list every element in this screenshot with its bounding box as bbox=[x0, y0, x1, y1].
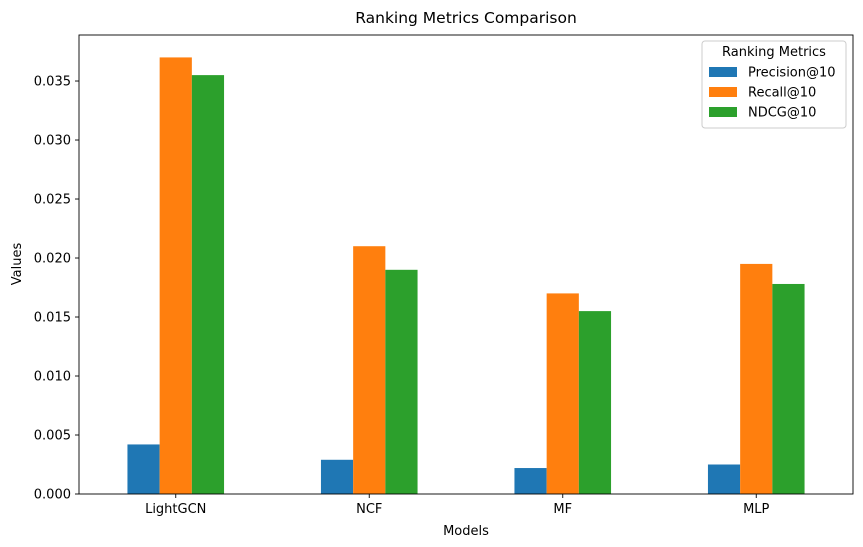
plot-frame bbox=[78, 34, 854, 495]
y-tick-label: 0.035 bbox=[34, 75, 71, 90]
y-tick-label: 0.020 bbox=[34, 252, 71, 267]
y-tick-label: 0.015 bbox=[34, 311, 71, 326]
x-tick-label: MLP bbox=[743, 502, 769, 517]
x-tick-label: MF bbox=[553, 502, 572, 517]
bar-ndcg-10-mlp bbox=[772, 283, 805, 494]
y-tick-label: 0.010 bbox=[34, 370, 71, 385]
x-tick-label: NCF bbox=[356, 502, 382, 517]
chart-title: Ranking Metrics Comparison bbox=[355, 9, 577, 27]
legend-entry: Precision@10 bbox=[748, 66, 836, 81]
bar-ndcg-10-mf bbox=[578, 311, 612, 494]
legend: Ranking Metrics Precision@10 Recall@10 NDC… bbox=[701, 40, 847, 129]
bar-ndcg-10-ncf bbox=[385, 269, 418, 494]
x-axis: LightGCN NCF MF MLP bbox=[145, 494, 770, 517]
legend-entry: NDCG@10 bbox=[748, 106, 816, 121]
legend-box bbox=[701, 40, 847, 129]
x-axis-title: Models bbox=[443, 524, 489, 539]
bars-group bbox=[127, 57, 805, 495]
y-tick-label: 0.005 bbox=[34, 429, 71, 444]
bar-ndcg-10-lightgcn bbox=[191, 75, 225, 494]
y-axis: 0.000 0.005 0.010 0.015 0.020 0.025 0.030 0.035 bbox=[34, 75, 79, 503]
bar-precision-10-lightgcn bbox=[127, 444, 160, 494]
y-tick-label: 0.030 bbox=[34, 134, 71, 149]
bar-precision-10-mf bbox=[514, 468, 547, 494]
bar-precision-10-ncf bbox=[320, 459, 354, 494]
bar-recall-10-mlp bbox=[740, 263, 773, 494]
bar-recall-10-ncf bbox=[353, 246, 386, 494]
legend-swatch bbox=[709, 67, 737, 77]
legend-swatch bbox=[709, 87, 737, 97]
legend-swatch bbox=[709, 107, 737, 117]
bar-recall-10-mf bbox=[546, 293, 579, 494]
bar-precision-10-mlp bbox=[707, 464, 741, 494]
y-axis-title: Values bbox=[10, 243, 25, 286]
legend-entry: Recall@10 bbox=[748, 86, 816, 101]
y-tick-label: 0.000 bbox=[34, 488, 71, 503]
y-tick-label: 0.025 bbox=[34, 193, 71, 208]
bar-recall-10-lightgcn bbox=[159, 57, 192, 495]
x-tick-label: LightGCN bbox=[145, 502, 206, 517]
legend-title: Ranking Metrics bbox=[722, 45, 826, 60]
